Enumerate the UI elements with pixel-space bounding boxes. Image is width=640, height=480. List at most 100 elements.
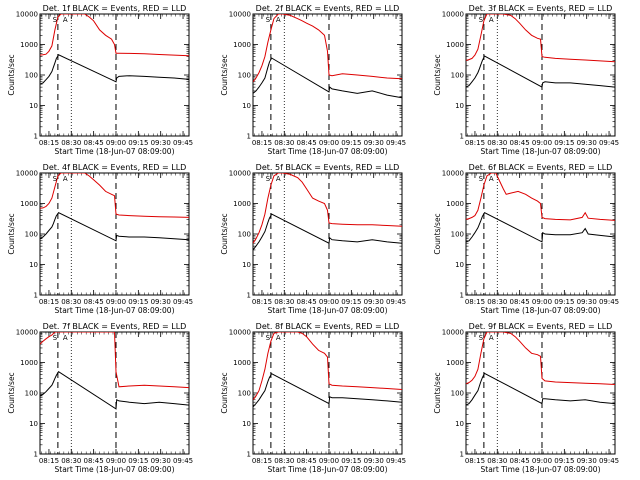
panel-title: Det. 4f BLACK = Events, RED = LLD [43, 163, 187, 172]
x-tick-label: 09:15 [128, 457, 148, 465]
flag-marker-s: S [266, 334, 271, 342]
x-tick-label: 09:30 [577, 139, 597, 147]
x-tick-label: 08:30 [61, 298, 81, 306]
series-events [253, 57, 402, 99]
y-tick-label: 10000 [229, 11, 251, 19]
x-tick-label: 09:30 [364, 139, 384, 147]
x-axis-label: Start Time (18-Jun-07 08:09:00) [481, 465, 601, 474]
plot-frame [252, 13, 403, 137]
x-tick-label: 08:30 [274, 298, 294, 306]
x-tick-label: 08:45 [510, 298, 530, 306]
panel-title: Det. 2f BLACK = Events, RED = LLD [256, 4, 400, 13]
panel-title: Det. 7f BLACK = Events, RED = LLD [43, 322, 187, 331]
y-tick-label: 10 [455, 102, 464, 110]
panel-title: Det. 9f BLACK = Events, RED = LLD [469, 322, 613, 331]
series-events [40, 371, 189, 410]
flag-marker-a: A [63, 175, 68, 183]
x-axis-label: Start Time (18-Jun-07 08:09:00) [268, 465, 388, 474]
y-tick-label: 1000 [446, 359, 464, 367]
x-tick-label: 08:30 [274, 139, 294, 147]
x-tick-label: 09:00 [106, 139, 126, 147]
flag-marker-a: A [489, 16, 494, 24]
series-events [466, 212, 615, 243]
plot-frame [252, 172, 403, 296]
detector-panel-7: Det. 7f BLACK = Events, RED = LLD 1 10 100 1… [7, 322, 193, 474]
series-lld [253, 173, 402, 244]
plot-area [466, 332, 615, 454]
y-tick-label: 10 [455, 420, 464, 428]
x-tick-label: 09:30 [577, 457, 597, 465]
x-tick-label: 08:15 [39, 298, 59, 306]
y-tick-label: 10 [242, 102, 251, 110]
y-tick-label: 1 [460, 133, 464, 141]
y-tick-label: 10000 [442, 170, 464, 178]
y-tick-label: 100 [238, 390, 251, 398]
y-axis-label: Counts/sec [220, 372, 229, 413]
flag-marker-s: S [266, 16, 271, 24]
y-tick-label: 1000 [233, 200, 251, 208]
y-tick-label: 1000 [20, 359, 38, 367]
y-tick-label: 1000 [446, 200, 464, 208]
y-tick-label: 10000 [442, 11, 464, 19]
x-tick-label: 09:45 [173, 139, 193, 147]
y-tick-label: 1000 [446, 41, 464, 49]
panel-title: Det. 5f BLACK = Events, RED = LLD [256, 163, 400, 172]
y-tick-label: 1 [247, 451, 251, 459]
y-axis-label: Counts/sec [7, 54, 16, 95]
series-events [40, 212, 189, 242]
x-tick-label: 09:45 [599, 457, 619, 465]
flag-marker-s: S [266, 175, 271, 183]
flag-marker-a: A [276, 175, 281, 183]
x-tick-label: 09:30 [364, 298, 384, 306]
flag-marker-a: A [276, 334, 281, 342]
x-tick-label: 09:30 [577, 298, 597, 306]
x-axis-label: Start Time (18-Jun-07 08:09:00) [481, 147, 601, 156]
y-tick-label: 10000 [442, 329, 464, 337]
x-tick-label: 08:45 [297, 457, 317, 465]
y-tick-label: 100 [25, 231, 38, 239]
x-tick-label: 08:15 [465, 457, 485, 465]
y-axis-label: Counts/sec [220, 213, 229, 254]
x-tick-label: 09:00 [106, 298, 126, 306]
y-tick-label: 1000 [20, 200, 38, 208]
x-tick-label: 09:45 [386, 457, 406, 465]
x-tick-label: 09:30 [151, 457, 171, 465]
y-tick-label: 1000 [233, 359, 251, 367]
x-axis-label: Start Time (18-Jun-07 08:09:00) [481, 306, 601, 315]
series-lld [40, 173, 189, 218]
panel-title: Det. 8f BLACK = Events, RED = LLD [256, 322, 400, 331]
x-tick-label: 09:30 [151, 298, 171, 306]
x-tick-label: 09:00 [106, 457, 126, 465]
x-tick-label: 09:15 [341, 139, 361, 147]
x-tick-label: 09:45 [386, 298, 406, 306]
x-tick-label: 08:30 [487, 298, 507, 306]
y-tick-label: 1000 [233, 41, 251, 49]
flag-marker-a: A [276, 16, 281, 24]
y-tick-label: 100 [451, 72, 464, 80]
flag-marker-s: S [53, 175, 58, 183]
x-tick-label: 09:00 [532, 139, 552, 147]
y-tick-label: 10 [29, 420, 38, 428]
y-tick-label: 10 [242, 420, 251, 428]
flag-marker-a: A [63, 334, 68, 342]
series-lld [253, 332, 402, 401]
series-events [253, 213, 402, 251]
x-tick-label: 09:30 [364, 457, 384, 465]
x-axis-label: Start Time (18-Jun-07 08:09:00) [268, 306, 388, 315]
x-tick-label: 09:45 [386, 139, 406, 147]
y-tick-label: 1 [460, 292, 464, 300]
y-tick-label: 10000 [16, 11, 38, 19]
panel-title: Det. 6f BLACK = Events, RED = LLD [469, 163, 613, 172]
y-axis-label: Counts/sec [433, 372, 442, 413]
flag-marker-s: S [479, 16, 484, 24]
plot-frame [465, 331, 616, 455]
x-tick-label: 08:30 [487, 457, 507, 465]
y-axis-label: Counts/sec [7, 372, 16, 413]
series-lld [40, 332, 189, 389]
y-axis-label: Counts/sec [7, 213, 16, 254]
plot-frame [252, 331, 403, 455]
x-tick-label: 09:15 [128, 139, 148, 147]
y-tick-label: 1000 [20, 41, 38, 49]
x-tick-label: 08:45 [510, 457, 530, 465]
